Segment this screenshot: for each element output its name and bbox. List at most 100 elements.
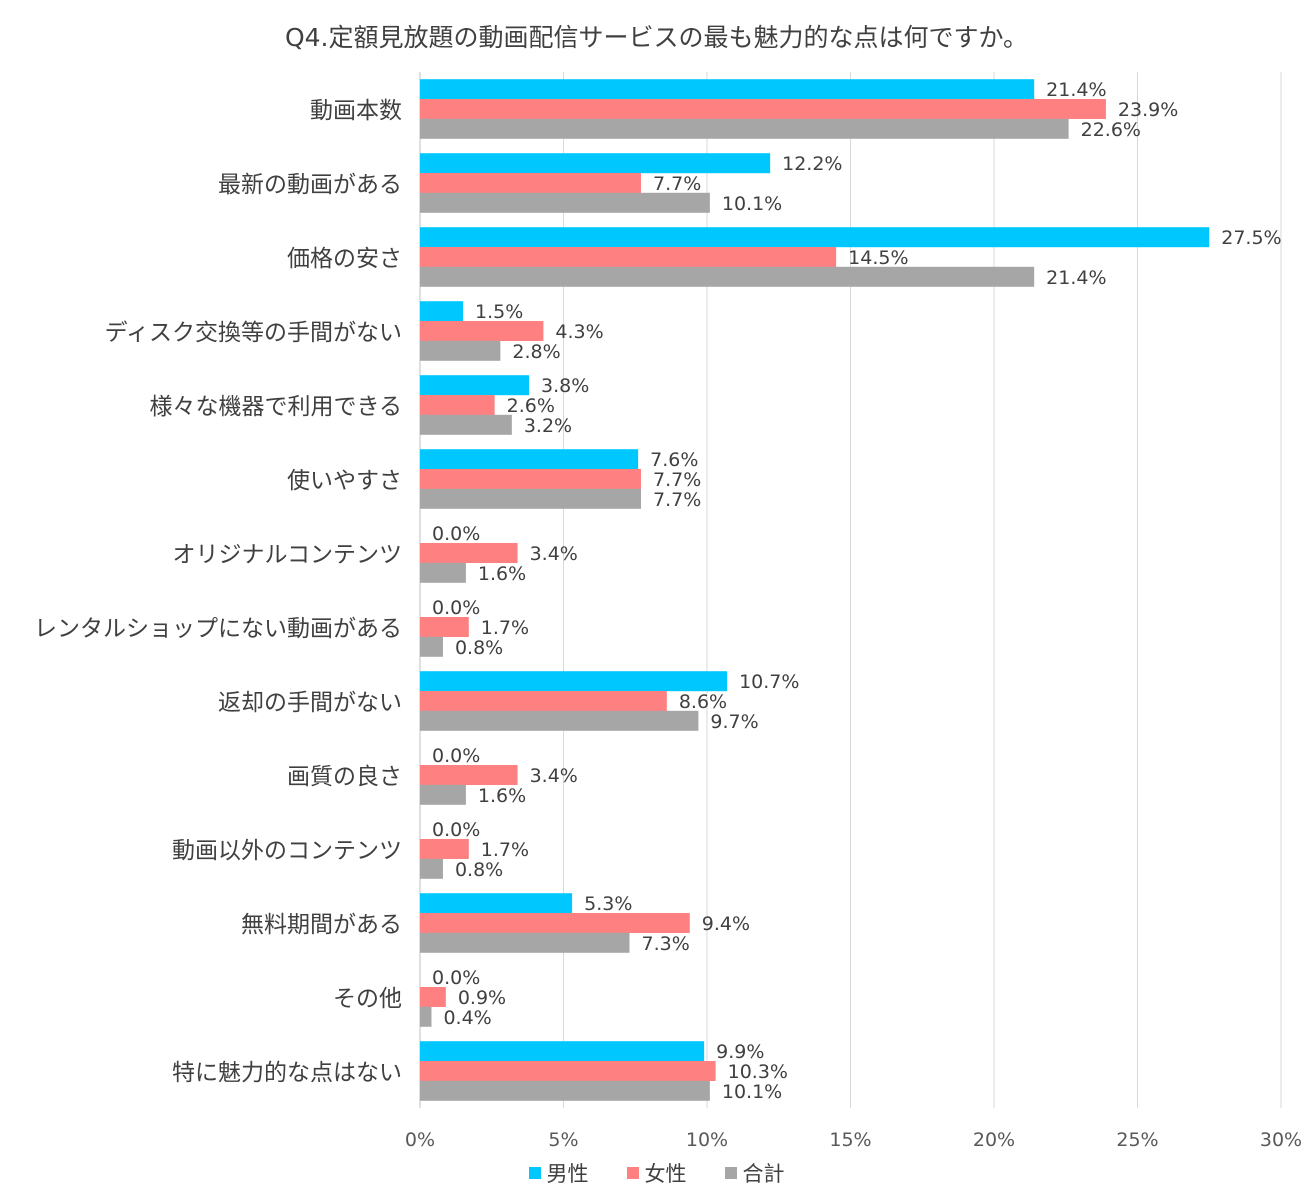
x-tick-label: 15% — [829, 1129, 871, 1150]
data-label: 2.6% — [507, 395, 555, 417]
data-label: 0.8% — [455, 637, 503, 659]
bar — [420, 1080, 710, 1101]
data-label: 7.7% — [653, 489, 701, 511]
bar — [420, 469, 641, 489]
bar — [420, 118, 1069, 139]
data-label: 8.6% — [679, 691, 727, 713]
category-label: その他 — [333, 986, 402, 1012]
bar — [420, 1006, 432, 1027]
data-label: 27.5% — [1221, 227, 1281, 249]
category-label: 動画本数 — [310, 98, 402, 124]
bar — [420, 340, 501, 361]
category-label: 最新の動画がある — [218, 172, 402, 198]
bar — [420, 858, 443, 879]
category-label: 特に魅力的な点はない — [172, 1060, 402, 1086]
data-label: 7.7% — [653, 173, 701, 195]
data-label: 10.1% — [722, 193, 782, 215]
data-label: 10.1% — [722, 1081, 782, 1103]
data-label: 0.0% — [432, 597, 480, 619]
category-label: レンタルショップにない動画がある — [34, 616, 402, 642]
bar — [420, 153, 771, 174]
bar — [420, 488, 641, 509]
data-label: 9.4% — [702, 913, 750, 935]
category-label: 使いやすさ — [287, 468, 402, 494]
data-label: 3.8% — [541, 375, 589, 397]
bar — [420, 617, 469, 637]
data-label: 1.5% — [475, 301, 523, 323]
legend-label-total: 合計 — [742, 1162, 785, 1186]
data-label: 3.2% — [524, 415, 572, 437]
data-label: 7.7% — [653, 469, 701, 491]
x-tick-label: 0% — [405, 1129, 435, 1150]
bar — [420, 987, 446, 1007]
legend-label-female: 女性 — [644, 1162, 687, 1186]
data-label: 0.0% — [432, 819, 480, 841]
bar — [420, 1041, 705, 1062]
data-label: 23.9% — [1118, 99, 1178, 121]
category-label: ディスク交換等の手間がない — [105, 320, 402, 346]
category-label: 動画以外のコンテンツ — [172, 838, 402, 864]
data-label: 9.9% — [716, 1041, 764, 1063]
legend: 男性 女性 合計 — [0, 1158, 1313, 1188]
chart-title: Q4.定額見放題の動画配信サービスの最も魅力的な点は何ですか。 — [284, 23, 1029, 52]
x-tick-label: 25% — [1116, 1129, 1158, 1150]
x-tick-label: 5% — [548, 1129, 578, 1150]
data-label: 2.8% — [512, 341, 560, 363]
category-label: 無料期間がある — [241, 912, 402, 938]
legend-label-male: 男性 — [546, 1162, 589, 1186]
data-label: 9.7% — [710, 711, 758, 733]
data-label: 21.4% — [1046, 267, 1106, 289]
data-label: 1.6% — [478, 785, 526, 807]
data-label: 0.0% — [432, 745, 480, 767]
data-label: 0.4% — [443, 1007, 491, 1029]
legend-swatch-total — [724, 1167, 737, 1179]
bar — [420, 173, 641, 193]
bar — [420, 1061, 716, 1081]
category-label: 様々な機器で利用できる — [149, 394, 402, 420]
bar — [420, 414, 512, 435]
data-label: 22.6% — [1081, 119, 1141, 141]
bar — [420, 691, 667, 711]
bar — [420, 893, 573, 914]
legend-item-female: 女性 — [626, 1158, 687, 1188]
data-label: 1.7% — [481, 617, 529, 639]
bar — [420, 301, 464, 322]
bar — [420, 913, 690, 933]
legend-item-male: 男性 — [528, 1158, 589, 1188]
data-label: 5.3% — [584, 893, 632, 915]
bar — [420, 932, 630, 953]
data-label: 10.3% — [728, 1061, 788, 1083]
legend-swatch-female — [626, 1167, 639, 1179]
bar — [420, 99, 1106, 119]
category-label: オリジナルコンテンツ — [172, 542, 402, 568]
chart-plot: 0% 5% 10% 15% 20% 25% 30% 動画本数 21.4% 23.9%22.6% 最新… — [34, 72, 1302, 1150]
x-tick-label: 20% — [973, 1129, 1015, 1150]
data-label: 12.2% — [782, 153, 842, 175]
data-label: 4.3% — [555, 321, 603, 343]
data-label: 1.6% — [478, 563, 526, 585]
bar — [420, 636, 443, 657]
data-label: 0.8% — [455, 859, 503, 881]
bar — [420, 375, 530, 396]
category-label: 画質の良さ — [287, 764, 402, 790]
bar — [420, 839, 469, 859]
data-label: 7.6% — [650, 449, 698, 471]
bar — [420, 227, 1210, 248]
data-label: 1.7% — [481, 839, 529, 861]
category-label: 返却の手間がない — [218, 690, 402, 716]
data-label: 0.9% — [458, 987, 506, 1009]
bar — [420, 247, 837, 267]
category-label: 価格の安さ — [287, 246, 402, 272]
data-label: 0.0% — [432, 967, 480, 989]
data-label: 3.4% — [530, 765, 578, 787]
data-label: 3.4% — [530, 543, 578, 565]
data-label: 0.0% — [432, 523, 480, 545]
legend-swatch-male — [528, 1167, 541, 1179]
bar — [420, 765, 518, 785]
bar — [420, 784, 466, 805]
bar — [420, 395, 495, 415]
data-label: 14.5% — [848, 247, 908, 269]
bar — [420, 543, 518, 563]
data-label: 7.3% — [642, 933, 690, 955]
